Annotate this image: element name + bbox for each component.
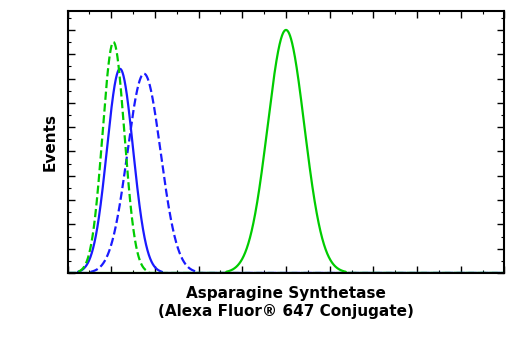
X-axis label: Asparagine Synthetase
(Alexa Fluor® 647 Conjugate): Asparagine Synthetase (Alexa Fluor® 647 … (158, 286, 414, 318)
Y-axis label: Events: Events (42, 113, 57, 171)
